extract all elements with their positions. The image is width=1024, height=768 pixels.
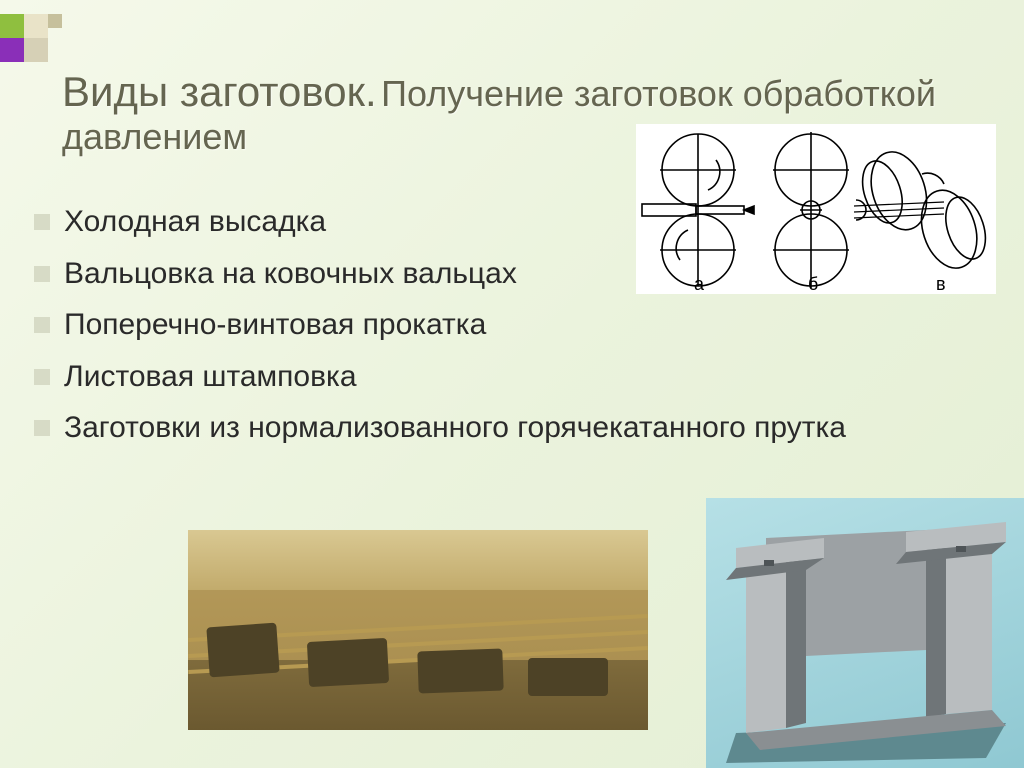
bullet-icon: [34, 317, 50, 333]
diagram-label-b: б: [808, 274, 818, 294]
decor-square: [24, 14, 48, 38]
list-item: Заготовки из нормализованного горячеката…: [34, 406, 984, 450]
rolling-diagram: а б в: [636, 124, 996, 294]
diagram-label-a: а: [694, 274, 705, 294]
bullet-text: Листовая штамповка: [64, 355, 984, 399]
bullet-text: Поперечно-винтовая прокатка: [64, 303, 984, 347]
bullet-icon: [34, 369, 50, 385]
decor-square: [0, 38, 24, 62]
diagram-label-c: в: [936, 274, 946, 294]
bullet-icon: [34, 420, 50, 436]
corner-decor: [0, 14, 62, 76]
bent-part-render: [706, 498, 1024, 768]
decor-square: [48, 14, 62, 28]
bullet-text: Заготовки из нормализованного горячеката…: [64, 406, 984, 450]
bullet-icon: [34, 214, 50, 230]
bullet-icon: [34, 266, 50, 282]
list-item: Поперечно-винтовая прокатка: [34, 303, 984, 347]
decor-square: [0, 14, 24, 38]
slide: Виды заготовок. Получение заготовок обра…: [0, 0, 1024, 768]
decor-square: [24, 38, 48, 62]
title-main: Виды заготовок.: [62, 68, 377, 115]
list-item: Листовая штамповка: [34, 355, 984, 399]
factory-photo: [188, 530, 648, 730]
